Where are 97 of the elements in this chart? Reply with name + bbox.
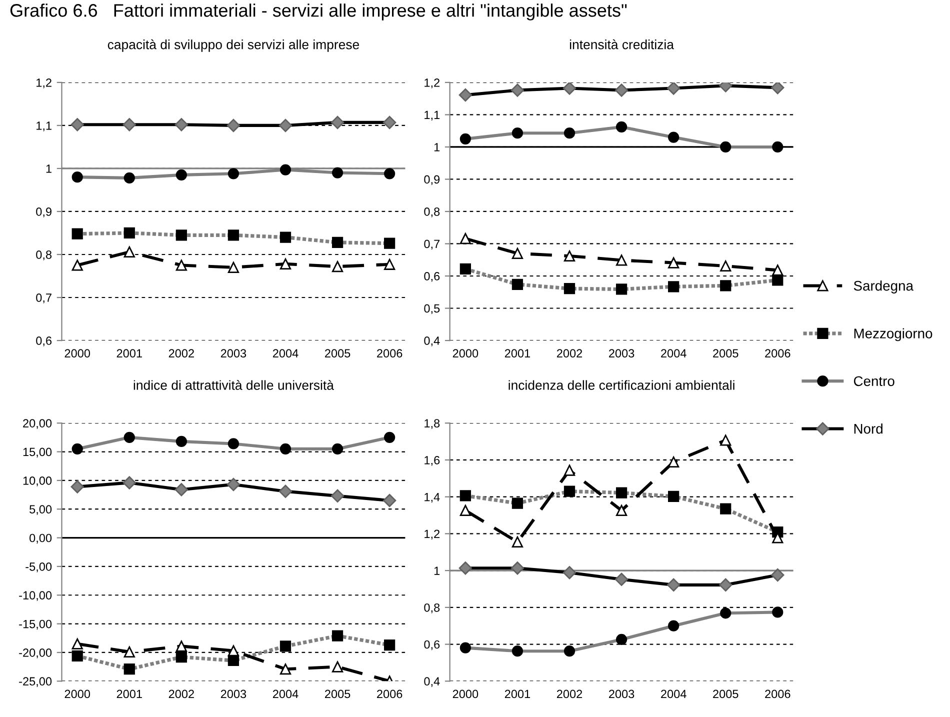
point	[564, 464, 576, 476]
x-tick-label: 2006	[377, 690, 402, 698]
x-tick-label: 2001	[504, 690, 530, 698]
point	[72, 260, 83, 271]
y-tick-label: 1,2	[424, 530, 440, 540]
x-tick-label: 2005	[324, 349, 350, 358]
y-tick-label: 0,8	[424, 208, 440, 218]
y-tick-label: 1,4	[424, 492, 440, 503]
legend-label: Nord	[854, 424, 882, 434]
legend-label: Centro	[854, 376, 894, 386]
x-tick-label: 2000	[452, 690, 478, 698]
y-tick-label: 5,00	[30, 505, 52, 515]
x-tick-label: 2001	[116, 690, 142, 698]
y-tick-label: 1,1	[36, 122, 52, 132]
y-tick-label: 0,6	[424, 272, 440, 282]
point	[228, 645, 240, 656]
y-tick-label: 15,00	[23, 448, 52, 458]
x-tick-label: 2004	[272, 349, 298, 358]
point	[772, 264, 784, 276]
y-tick-label: 1,2	[36, 78, 52, 88]
point	[564, 250, 576, 262]
x-tick-label: 2002	[168, 690, 194, 698]
y-tick-label: 0,6	[424, 640, 440, 650]
x-tick-label: 2002	[556, 349, 582, 358]
x-tick-label: 2000	[64, 690, 90, 698]
x-tick-label: 2003	[220, 690, 246, 698]
x-tick-label: 2005	[713, 349, 738, 358]
y-tick-label: 0,8	[424, 603, 440, 614]
point	[384, 258, 396, 270]
x-tick-label: 2000	[64, 349, 90, 358]
legend-label: Mezzogiorno	[854, 328, 932, 342]
point	[720, 434, 732, 446]
point	[720, 260, 732, 272]
chart-title: incidenza delle certificazioni ambientali	[508, 380, 734, 390]
y-tick-label: 1,6	[424, 456, 440, 466]
x-tick-label: 2005	[324, 690, 350, 698]
y-tick-label: 10,00	[23, 476, 52, 486]
point	[512, 248, 524, 259]
point	[512, 536, 524, 548]
y-tick-label: 0,7	[424, 240, 440, 250]
y-tick-label: 1,2	[424, 78, 440, 88]
point	[280, 258, 292, 270]
point	[668, 257, 680, 268]
text: Grafico 6.6 Fattori immateriali - servizi alle imprese e altri "intangible assets"	[10, 4, 627, 20]
y-tick-label: 0,6	[36, 336, 52, 346]
y-tick-label: 0,9	[424, 175, 440, 186]
x-tick-label: 2004	[272, 690, 298, 698]
y-tick-label: 0,5	[424, 304, 440, 314]
point	[332, 260, 344, 272]
x-tick-label: 2004	[661, 690, 686, 698]
x-tick-label: 2006	[765, 349, 790, 358]
y-tick-label: 0,8	[36, 250, 52, 260]
x-tick-label: 2003	[220, 349, 246, 358]
y-tick-label: 0,00	[30, 534, 52, 544]
x-tick-label: 2001	[116, 349, 142, 358]
y-tick-label: 0,9	[36, 208, 52, 218]
x-tick-label: 2006	[377, 349, 402, 358]
point	[280, 664, 292, 675]
point	[460, 504, 471, 516]
chart-title: intensità creditizia	[570, 39, 674, 50]
legend-label: Sardegna	[854, 280, 914, 294]
chart-title: capacità di sviluppo dei servizi alle imprese	[108, 39, 360, 52]
y-tick-label: 1	[434, 143, 440, 152]
x-tick-label: 2002	[168, 349, 194, 358]
y-tick-label: 0,4	[424, 677, 440, 687]
point	[72, 638, 83, 650]
point	[228, 262, 240, 273]
y-tick-label: -25,00	[19, 677, 52, 687]
y-tick-label: 1,8	[424, 419, 440, 429]
y-tick-label: 1,1	[424, 110, 440, 120]
x-tick-label: 2006	[765, 690, 790, 698]
point	[124, 646, 135, 658]
point	[124, 246, 135, 258]
point	[332, 661, 344, 672]
x-tick-label: 2002	[556, 690, 582, 698]
point	[616, 504, 628, 516]
y-tick-label: 1	[434, 566, 440, 575]
chart-title: indice di attrattività delle università	[134, 380, 334, 390]
point	[616, 254, 628, 266]
y-tick-label: -20,00	[19, 648, 52, 658]
point	[668, 456, 680, 468]
x-tick-label: 2001	[504, 349, 530, 358]
y-tick-label: 20,00	[23, 419, 52, 429]
y-tick-label: 0,4	[424, 336, 440, 346]
x-tick-label: 2003	[609, 690, 634, 698]
point	[460, 233, 471, 244]
y-tick-label: 1	[46, 164, 52, 173]
y-tick-label: 0,7	[36, 294, 52, 304]
y-tick-label: -15,00	[19, 620, 52, 630]
point	[176, 640, 187, 652]
x-tick-label: 2005	[713, 690, 738, 698]
x-tick-label: 2004	[661, 349, 686, 358]
y-tick-label: -10,00	[19, 591, 52, 601]
x-tick-label: 2003	[609, 349, 634, 358]
x-tick-label: 2000	[452, 349, 478, 358]
point	[176, 260, 187, 271]
y-tick-label: -5,00	[26, 562, 52, 572]
